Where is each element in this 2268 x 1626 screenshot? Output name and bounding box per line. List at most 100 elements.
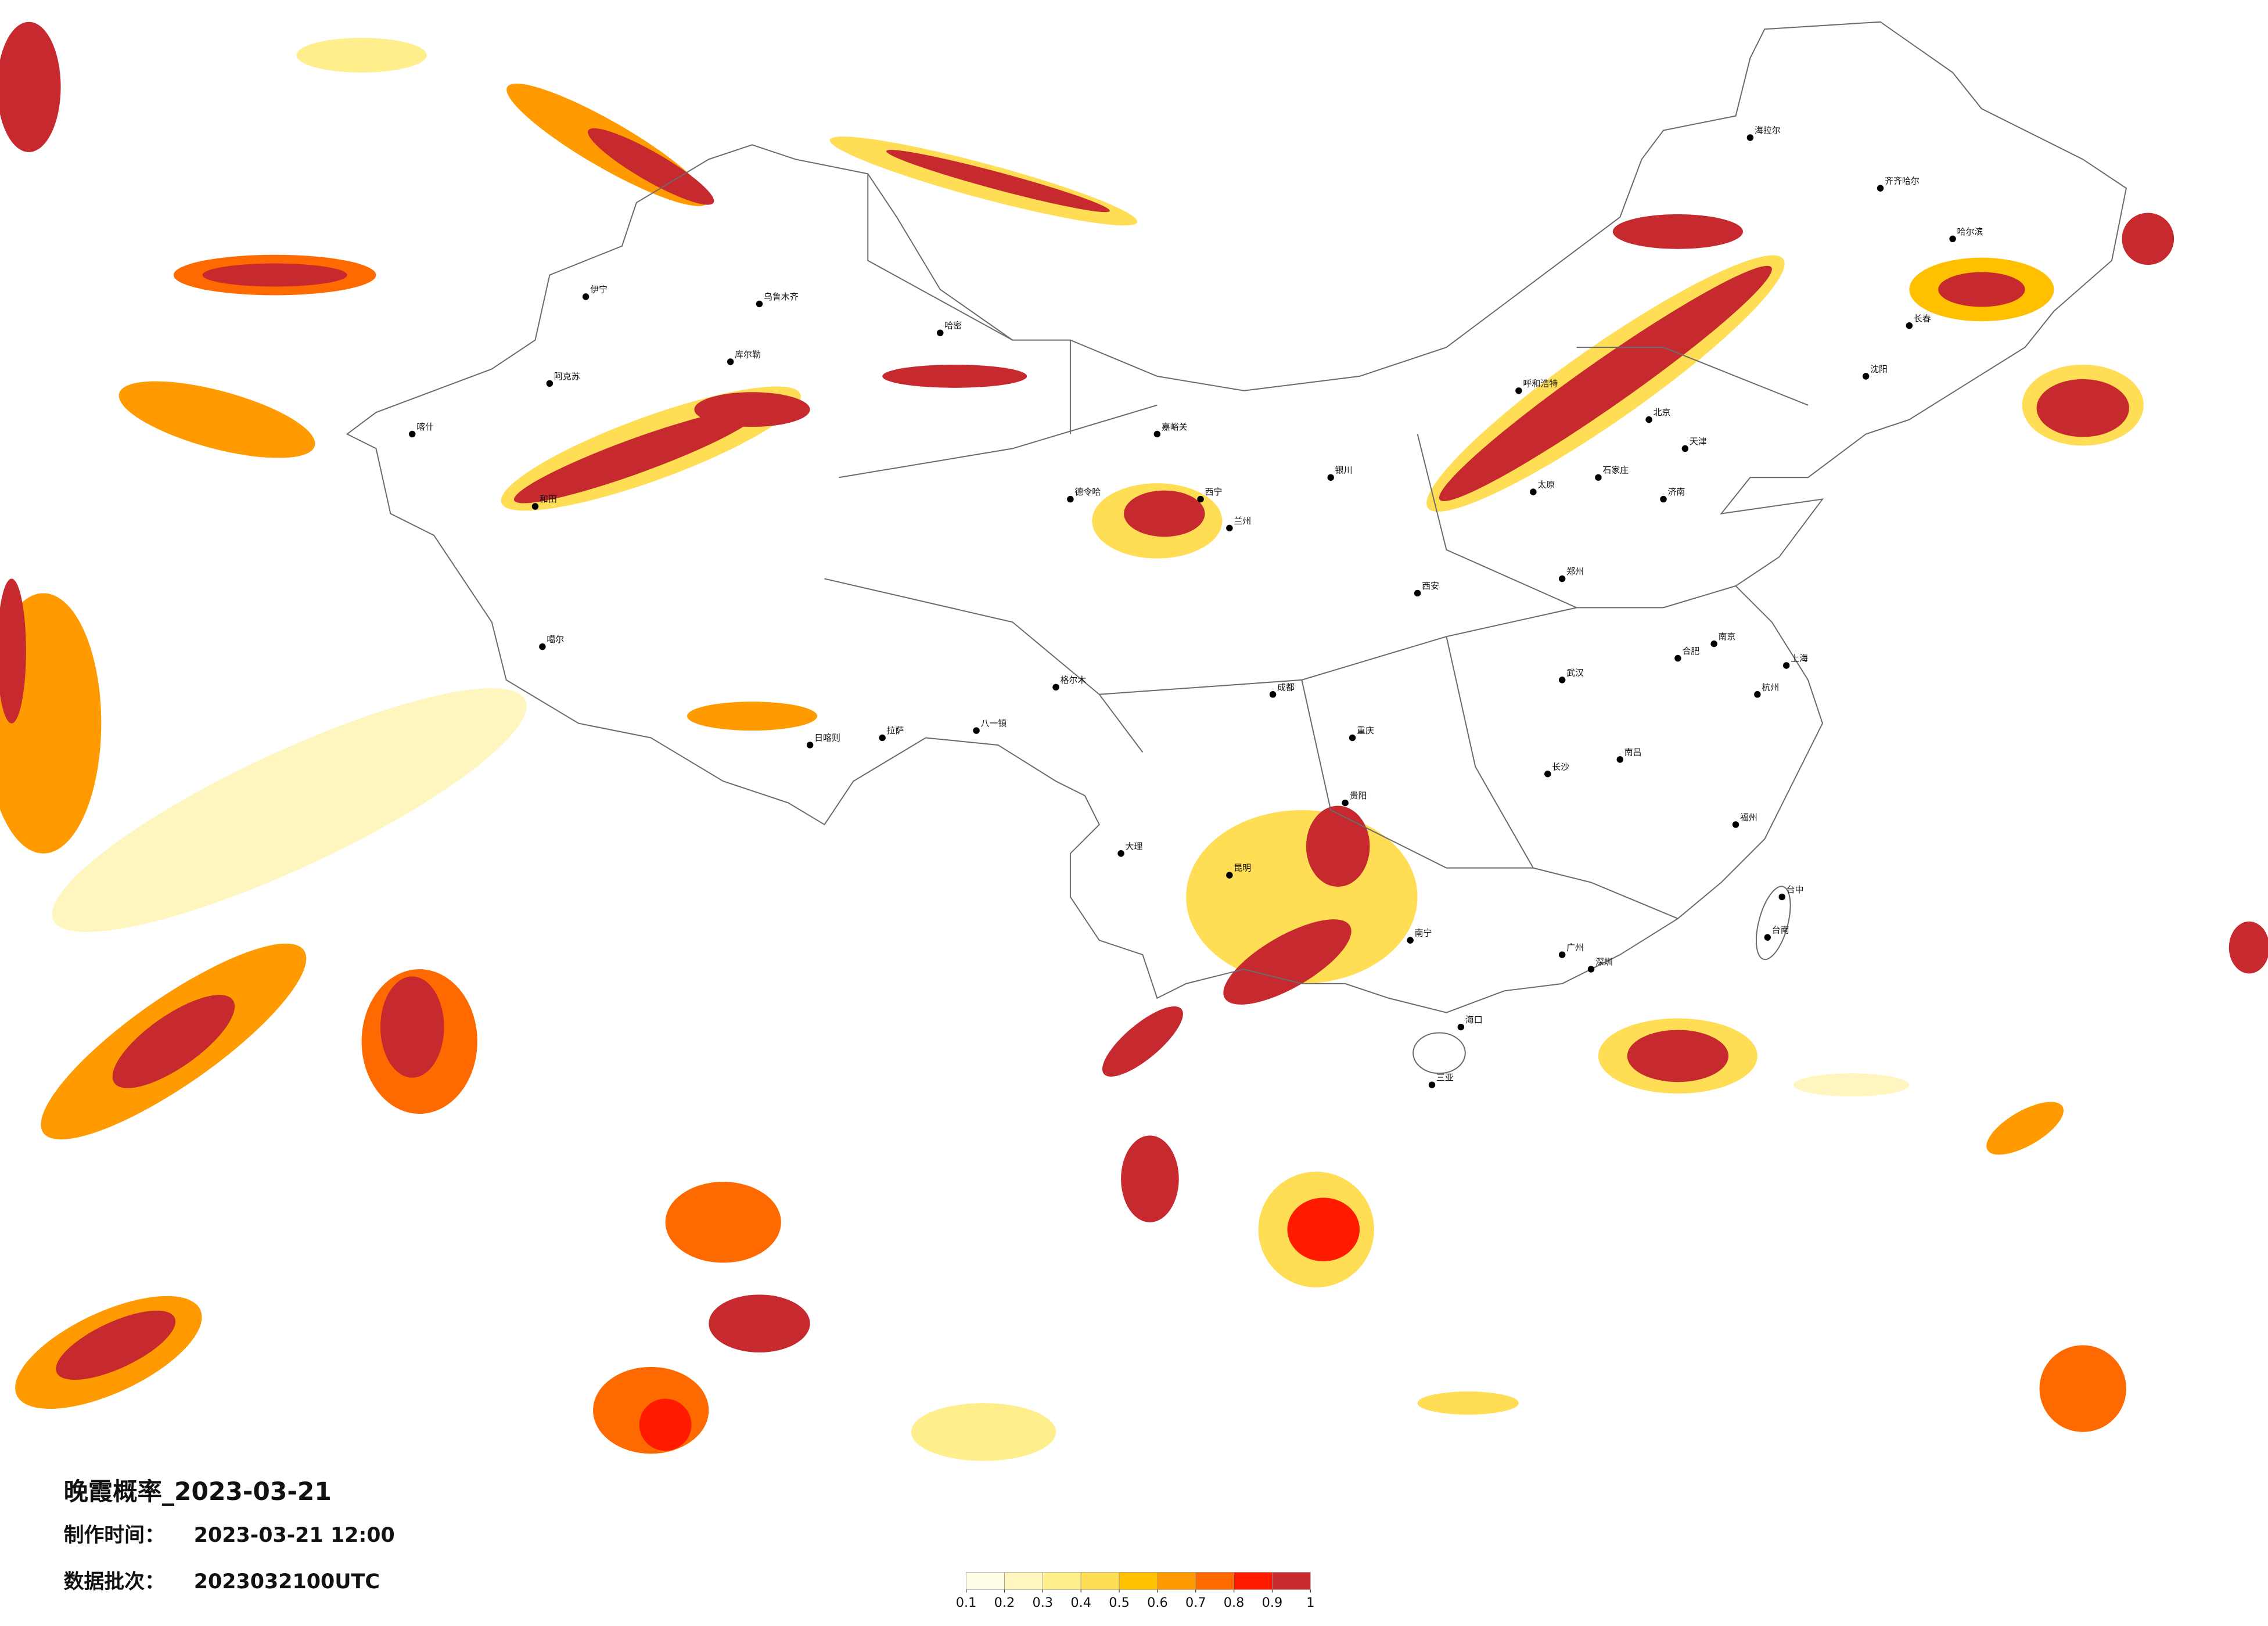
border	[1755, 886, 1791, 961]
heat-blob	[1287, 1197, 1360, 1262]
probability-field	[0, 21, 2268, 1461]
city-label: 广州	[1566, 942, 1584, 953]
city-dot	[1530, 488, 1537, 495]
city-label: 天津	[1690, 436, 1707, 447]
heat-blob	[2122, 213, 2174, 265]
city-label: 北京	[1654, 407, 1671, 418]
city-dot	[546, 380, 553, 387]
heat-blob	[52, 688, 527, 932]
colorbar-cell	[1080, 1572, 1120, 1590]
city-label: 福州	[1740, 812, 1757, 822]
city-dot	[582, 293, 590, 300]
heat-blob	[1306, 805, 1370, 887]
city-label: 喀什	[416, 422, 434, 432]
heat-blob	[882, 364, 1027, 388]
heat-blob	[1986, 1102, 2064, 1155]
colorbar-cell	[1195, 1572, 1234, 1590]
city-label: 噶尔	[547, 634, 564, 645]
made-time: 2023-03-21 12:00	[194, 1524, 395, 1547]
city-label: 海拉尔	[1755, 125, 1781, 135]
city-dot	[973, 727, 980, 734]
city-dot	[1067, 495, 1074, 503]
city-dot	[1349, 734, 1356, 742]
city-dot	[806, 742, 814, 749]
heat-blob	[886, 150, 1110, 213]
heat-blob	[639, 1398, 692, 1451]
city-dot	[1457, 1023, 1465, 1031]
colorbar-cell	[1272, 1572, 1311, 1590]
heat-blob	[202, 263, 347, 287]
heat-blob	[911, 1403, 1056, 1461]
city-label: 台中	[1787, 884, 1804, 895]
border	[346, 21, 2127, 1013]
city-label: 三亚	[1436, 1073, 1454, 1083]
city-dot	[1710, 640, 1717, 647]
city-label: 伊宁	[590, 284, 608, 294]
city-label: 上海	[1791, 653, 1808, 664]
heat-blob	[686, 702, 818, 731]
heat-blob	[296, 38, 427, 73]
heat-blob	[1938, 272, 2025, 307]
city-label: 哈密	[944, 321, 962, 331]
city-label: 八一镇	[981, 718, 1007, 729]
city-label: 石家庄	[1602, 465, 1629, 476]
city-label: 库尔勒	[735, 350, 761, 360]
border	[1412, 1032, 1466, 1074]
city-label: 杭州	[1762, 682, 1779, 692]
heat-blob	[0, 21, 61, 152]
heat-blob	[1612, 214, 1743, 249]
colorbar-cell	[1004, 1572, 1043, 1590]
city-dot	[1746, 134, 1754, 141]
city-dot	[1558, 677, 1566, 684]
city-dot	[1515, 387, 1522, 394]
heat-blob	[513, 408, 759, 503]
city-dot	[879, 734, 886, 742]
city-label: 台南	[1772, 925, 1789, 936]
heat-blob	[709, 1294, 810, 1352]
city-label: 太原	[1537, 480, 1555, 490]
colorbar-cell	[1119, 1572, 1158, 1590]
province-border	[824, 174, 1809, 919]
city-label: 合肥	[1682, 646, 1699, 656]
city-dot	[1153, 430, 1161, 438]
city-label: 西宁	[1205, 487, 1223, 497]
city-label: 海口	[1465, 1015, 1483, 1025]
city-label: 西安	[1422, 581, 1439, 591]
city-label: 拉萨	[887, 725, 904, 736]
made-label: 制作时间：	[64, 1524, 165, 1547]
heat-blob	[118, 381, 315, 458]
colorbar-cell	[1234, 1572, 1273, 1590]
colorbar-label: 0.4	[1070, 1595, 1091, 1610]
city-dot	[1407, 937, 1414, 944]
city-dot	[1052, 684, 1059, 691]
city-label: 昆明	[1234, 863, 1251, 873]
city-dot	[1732, 821, 1739, 828]
city-label: 嘉峪关	[1162, 422, 1188, 432]
city-label: 长春	[1914, 313, 1931, 323]
heat-blob	[1223, 919, 1352, 1005]
heat-blob	[1793, 1073, 1910, 1097]
city-label: 银川	[1335, 465, 1353, 476]
city-label: 和田	[540, 494, 557, 505]
city-dot	[1226, 524, 1233, 532]
colorbar-cell	[1042, 1572, 1081, 1590]
city-dot	[727, 358, 734, 365]
city-label: 深圳	[1595, 956, 1613, 967]
country-outline	[346, 21, 2127, 1074]
colorbar-label: 0.9	[1262, 1595, 1283, 1610]
city-dot	[937, 329, 944, 336]
city-dot	[409, 430, 416, 438]
colorbar-label: 0.3	[1033, 1595, 1054, 1610]
city-label: 南京	[1719, 631, 1736, 642]
city-dot	[1544, 771, 1551, 778]
city-label: 大理	[1126, 841, 1143, 851]
city-dot	[1660, 495, 1667, 503]
city-dot	[1645, 416, 1652, 423]
heat-blob	[56, 1310, 176, 1380]
city-label: 兰州	[1234, 516, 1251, 526]
city-label: 郑州	[1566, 566, 1584, 577]
heat-blob	[694, 392, 810, 427]
heat-blob	[112, 995, 235, 1088]
city-dot	[1327, 474, 1334, 481]
